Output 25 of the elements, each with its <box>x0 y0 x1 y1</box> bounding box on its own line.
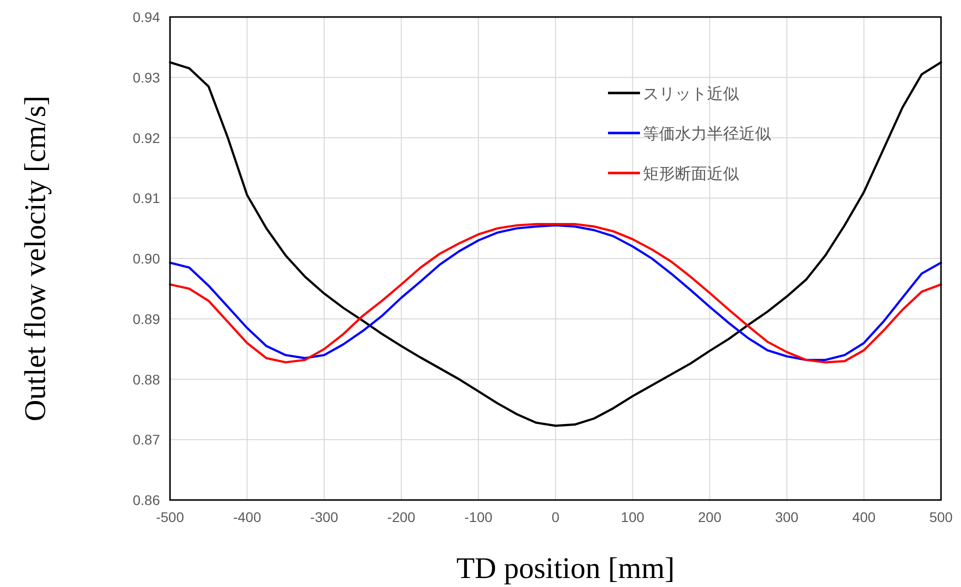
y-tick-label: 0.88 <box>132 371 160 388</box>
legend-label: 矩形断面近似 <box>643 164 739 183</box>
x-axis-title: TD position [mm] <box>456 552 675 585</box>
x-tick-label: -500 <box>156 509 184 525</box>
x-tick-label: 300 <box>775 509 799 525</box>
legend-label: 等価水力半径近似 <box>643 124 771 143</box>
x-tick-label: -200 <box>387 509 416 525</box>
x-tick-label: -100 <box>464 509 493 525</box>
x-tick-label: 400 <box>852 509 876 525</box>
y-tick-label: 0.86 <box>132 492 160 508</box>
x-tick-label: 0 <box>552 509 560 525</box>
y-axis-title: Outlet flow velocity [cm/s] <box>19 96 52 422</box>
legend-label: スリット近似 <box>643 84 739 103</box>
y-tick-label: 0.93 <box>132 69 160 86</box>
y-tick-label: 0.91 <box>132 190 160 206</box>
y-tick-label: 0.87 <box>132 432 160 448</box>
y-tick-label: 0.90 <box>132 250 160 266</box>
y-tick-label: 0.94 <box>132 9 160 25</box>
y-tick-label: 0.89 <box>132 310 160 327</box>
x-tick-label: 100 <box>620 509 644 525</box>
x-tick-label: 500 <box>929 509 953 525</box>
x-tick-label: -300 <box>310 509 338 525</box>
x-tick-label: 200 <box>698 509 722 525</box>
x-tick-label: -400 <box>233 509 262 525</box>
y-tick-label: 0.92 <box>132 130 160 146</box>
